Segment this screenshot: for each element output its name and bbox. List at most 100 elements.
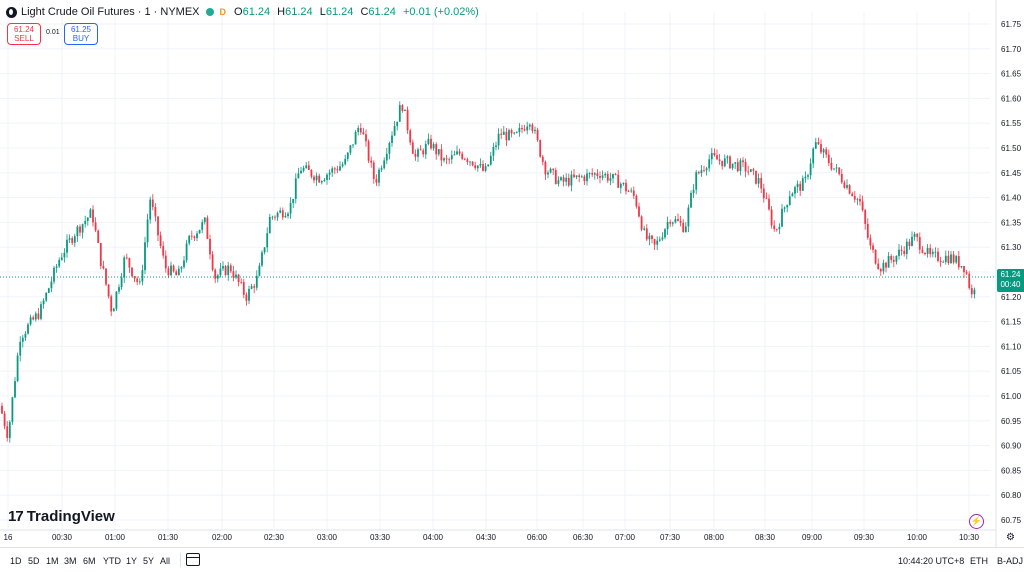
symbol-title[interactable]: Light Crude Oil Futures · 1 · NYMEX <box>21 6 200 18</box>
candle <box>752 167 755 176</box>
candle-body <box>50 281 53 289</box>
candle-body <box>588 173 591 174</box>
range-1y-button[interactable]: 1Y <box>126 556 138 566</box>
candle-body <box>203 217 206 223</box>
candle <box>292 198 295 209</box>
gear-icon[interactable]: ⚙ <box>1006 532 1015 543</box>
candle-body <box>245 294 248 301</box>
candle-body <box>40 304 42 319</box>
candle <box>258 262 261 277</box>
candle-body <box>713 152 716 156</box>
candle <box>60 252 63 261</box>
candle <box>848 184 851 195</box>
last-price-value: 61.24 <box>1000 270 1021 279</box>
candle-body <box>963 266 965 273</box>
range-5d-button[interactable]: 5D <box>28 556 40 566</box>
candle-body <box>346 152 349 159</box>
candle-body <box>944 255 947 262</box>
candle-body <box>99 242 102 266</box>
candle-body <box>934 251 937 253</box>
range-ytd-button[interactable]: YTD <box>103 556 121 566</box>
candle <box>882 259 885 275</box>
range-6m-button[interactable]: 6M <box>83 556 96 566</box>
candle <box>367 139 370 163</box>
candle <box>32 315 35 321</box>
candle-body <box>258 265 261 276</box>
buy-button[interactable]: 61.25 BUY <box>64 23 98 45</box>
candle <box>198 229 201 234</box>
candle <box>606 170 609 184</box>
change-value: +0.01 (+0.02%) <box>402 6 479 18</box>
candle <box>14 377 16 399</box>
candle-body <box>879 269 882 272</box>
candle-body <box>302 168 305 171</box>
candle-body <box>141 270 144 282</box>
candle <box>544 160 547 181</box>
candle-body <box>214 269 217 279</box>
candle <box>497 128 500 150</box>
candle-body <box>820 144 822 153</box>
candle-body <box>911 236 913 246</box>
candle <box>796 180 799 193</box>
candle-body <box>79 226 81 233</box>
range-all-button[interactable]: All <box>160 556 171 566</box>
clock-readout[interactable]: 10:44:20 UTC+8 <box>898 556 965 566</box>
candle-body <box>216 275 219 279</box>
candle <box>846 179 848 190</box>
candle <box>921 245 924 254</box>
candle-body <box>144 242 146 271</box>
candle-body <box>6 426 9 438</box>
x-tick-label: 09:30 <box>854 533 875 542</box>
calendar-icon[interactable] <box>186 553 200 566</box>
candle-body <box>417 149 419 157</box>
candle <box>86 217 89 226</box>
candle <box>97 229 100 244</box>
tradingview-watermark[interactable]: 17 TradingView <box>8 508 115 525</box>
candle <box>625 179 627 195</box>
adjustment-toggle[interactable]: B-ADJ <box>997 556 1024 566</box>
candle <box>957 250 960 270</box>
y-tick-label: 61.05 <box>1001 367 1022 376</box>
range-1d-button[interactable]: 1D <box>10 556 22 566</box>
candle-body <box>16 355 19 382</box>
candle-body <box>495 145 497 147</box>
candle-body <box>131 267 133 277</box>
lightning-icon[interactable]: ⚡ <box>969 514 984 529</box>
candle-body <box>916 233 919 238</box>
candle <box>903 246 906 257</box>
candle-body <box>482 164 484 171</box>
session-toggle[interactable]: ETH <box>970 556 988 566</box>
candle-body <box>835 167 838 169</box>
candle <box>526 121 529 135</box>
candle-body <box>133 276 136 279</box>
open-value: 61.24 <box>242 6 271 18</box>
range-3m-button[interactable]: 3M <box>64 556 77 566</box>
range-1m-button[interactable]: 1M <box>46 556 59 566</box>
candle <box>913 231 916 241</box>
candle-body <box>42 300 45 305</box>
candle-body <box>21 337 24 342</box>
candle <box>3 410 6 430</box>
candle <box>42 298 45 309</box>
candle-body <box>172 265 175 272</box>
candle-body <box>53 267 55 282</box>
candle <box>172 264 175 273</box>
candle <box>105 268 107 287</box>
x-tick-label: 00:30 <box>52 533 73 542</box>
candle-body <box>804 176 807 179</box>
candle-body <box>375 179 378 183</box>
low-value: 61.24 <box>325 6 354 18</box>
candle <box>887 252 890 268</box>
candle <box>341 161 344 168</box>
candle-body <box>648 235 651 240</box>
candle <box>248 285 250 304</box>
candle <box>973 287 976 299</box>
candle-body <box>601 175 604 178</box>
sell-button[interactable]: 61.24 SELL <box>7 23 41 45</box>
candle <box>419 145 422 151</box>
range-5y-button[interactable]: 5Y <box>143 556 155 566</box>
candle-body <box>627 191 630 193</box>
candle-body <box>567 177 570 186</box>
candle <box>968 271 971 290</box>
